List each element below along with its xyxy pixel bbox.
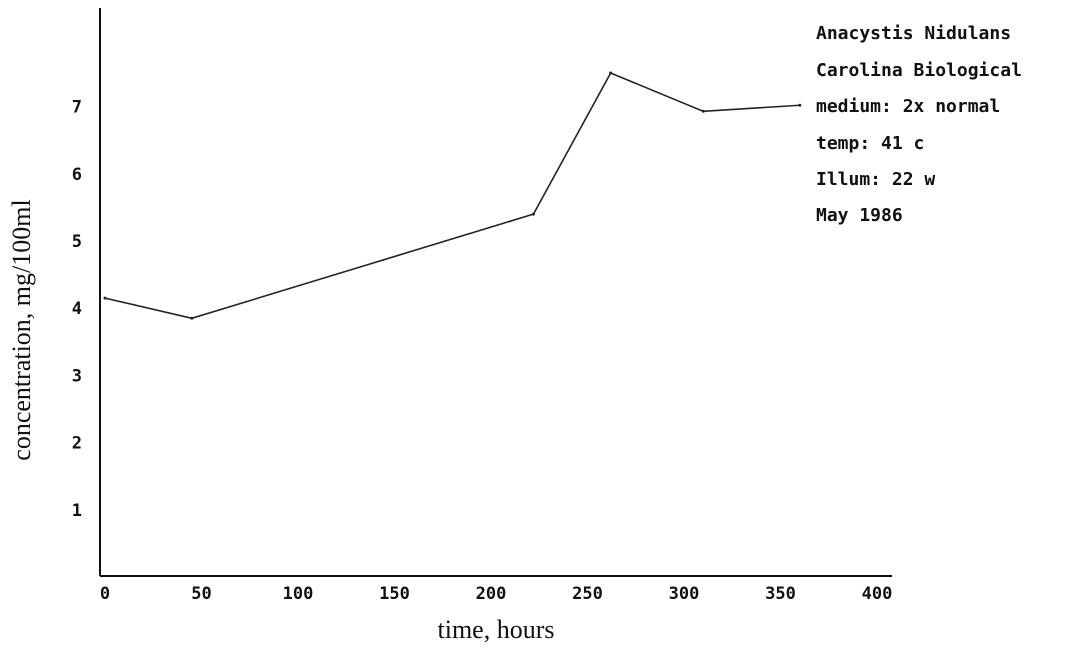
annotation-line: May 1986 [816,205,903,226]
x-tick-label: 300 [669,584,700,604]
x-axis-title: time, hours [438,615,555,644]
series-layer [103,71,802,320]
data-point [190,316,194,320]
data-point [701,109,705,113]
x-ticks: 0 50 100 150 200 250 300 350 400 [100,584,892,604]
annotation-block: Anacystis Nidulans Carolina Biological med… [816,23,1022,226]
series-line [104,71,800,320]
annotation-line: Anacystis Nidulans [816,23,1011,44]
y-ticks: 1 2 3 4 5 6 7 [72,98,82,521]
x-tick-label: 200 [476,584,507,604]
annotation-line: Illum: 22 w [816,169,935,190]
y-tick-label: 5 [72,232,82,252]
y-tick-label: 3 [72,366,82,386]
y-tick-label: 4 [72,299,82,319]
x-tick-label: 400 [862,584,893,604]
y-tick-label: 6 [72,165,82,185]
x-tick-label: 0 [100,584,110,604]
x-tick-label: 350 [765,584,796,604]
annotation-line: temp: 41 c [816,133,924,154]
annotation-line: Carolina Biological [816,60,1022,81]
y-tick-label: 7 [72,98,82,118]
x-tick-label: 100 [283,584,314,604]
x-tick-label: 150 [379,584,410,604]
data-point [798,103,802,107]
data-point [609,71,613,75]
x-tick-label: 250 [572,584,603,604]
data-point [531,212,535,216]
data-point [103,296,107,300]
annotation-line: medium: 2x normal [816,96,1000,117]
y-tick-label: 2 [72,434,82,454]
y-axis-title: concentration, mg/100ml [7,199,36,460]
y-tick-label: 1 [72,501,82,521]
axes [99,8,892,577]
x-tick-label: 50 [191,584,211,604]
